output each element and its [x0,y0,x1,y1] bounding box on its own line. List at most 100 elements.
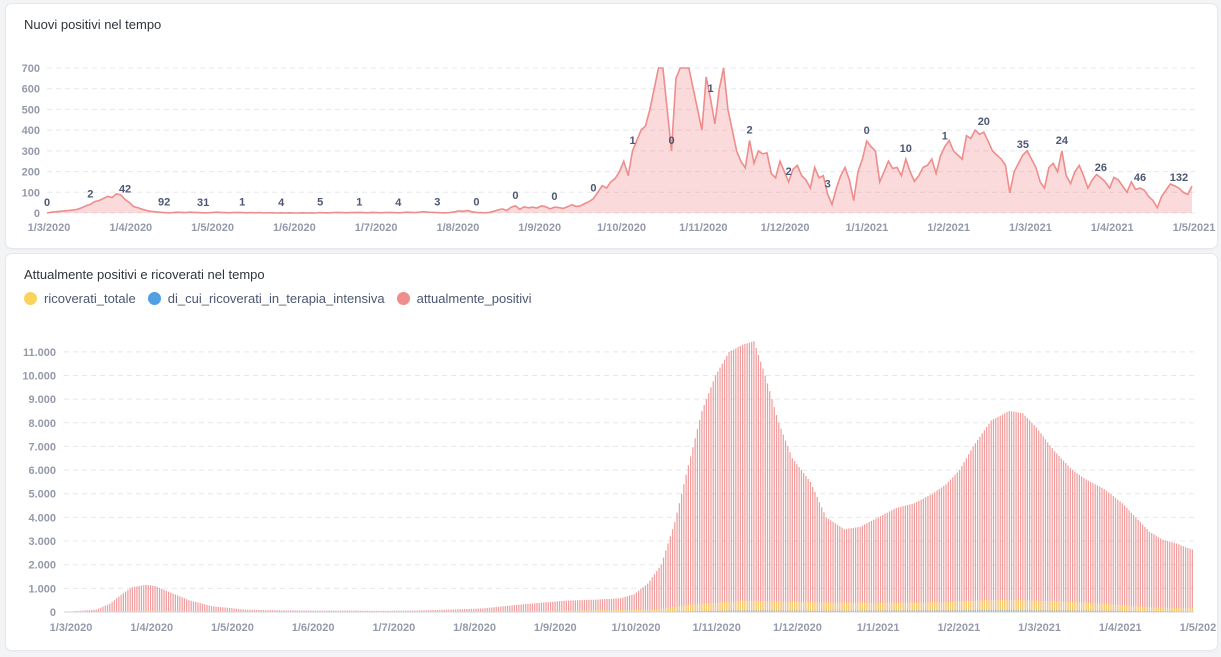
data-label: 92 [158,197,170,209]
bar-attualmente-positivi [696,429,699,612]
x-tick-label: 1/4/2020 [109,222,152,234]
bar-attualmente-positivi [1162,539,1164,612]
bar-attualmente-positivi [330,610,332,612]
legend-item-terapia-intensiva[interactable]: di_cui_ricoverati_in_terapia_intensiva [147,291,385,306]
bar-ricoverati-totale [742,600,744,612]
bar-attualmente-positivi [963,462,965,612]
bar-attualmente-positivi [163,589,165,612]
bar-attualmente-positivi [694,438,696,612]
bar-ricoverati-totale [1017,600,1019,612]
bar-attualmente-positivi [708,393,710,612]
bar-ricoverati-totale [906,602,909,612]
bar-ricoverati-totale [653,609,656,612]
y-tick-label: 6.000 [28,465,56,477]
bar-attualmente-positivi [1175,543,1178,612]
bar-ricoverati-totale [149,610,152,612]
bar-ricoverati-totale [893,602,895,612]
bar-attualmente-positivi [122,593,124,612]
bar-ricoverati-totale [567,610,570,612]
bar-attualmente-positivi [97,608,100,612]
bar-ricoverati-totale [147,610,149,612]
bar-attualmente-positivi [1132,515,1135,612]
bar-terapia-intensiva [775,610,778,612]
bar-ricoverati-totale [619,610,622,612]
bar-terapia-intensiva [766,610,769,612]
bar-attualmente-positivi [841,527,843,612]
bar-ricoverati-totale [864,602,866,612]
bar-attualmente-positivi [1142,524,1144,612]
bar-terapia-intensiva [818,610,821,612]
bar-attualmente-positivi [93,609,95,612]
bar-attualmente-positivi [269,610,271,612]
bar-ricoverati-totale [1169,607,1171,612]
bar-attualmente-positivi [351,610,353,612]
legend-item-attualmente-positivi[interactable]: attualmente_positivi [396,291,532,306]
bar-attualmente-positivi [744,344,746,612]
bar-ricoverati-totale [671,607,674,612]
bar-attualmente-positivi [606,599,608,612]
bar-terapia-intensiva [717,610,719,612]
bar-ricoverati-totale [904,602,906,612]
bar-attualmente-positivi [477,608,479,612]
bar-ricoverati-totale [622,610,624,612]
bar-attualmente-positivi [615,598,617,612]
bar-attualmente-positivi [337,610,339,612]
bar-terapia-intensiva [852,610,854,612]
bar-terapia-intensiva [836,610,839,612]
bar-attualmente-positivi [296,610,299,612]
bar-attualmente-positivi [303,610,305,612]
bar-attualmente-positivi [683,484,685,612]
bar-terapia-intensiva [760,610,762,612]
bar-attualmente-positivi [317,610,319,612]
bar-attualmente-positivi [613,598,615,612]
data-label: 2 [87,188,93,200]
bar-ricoverati-totale [900,602,902,612]
bar-attualmente-positivi [86,610,88,612]
bar-terapia-intensiva [1056,610,1058,612]
bar-ricoverati-totale [870,602,873,612]
x-tick-label: 1/7/2020 [355,222,398,234]
bar-ricoverati-totale [1117,604,1119,612]
bar-attualmente-positivi [1112,496,1114,612]
bar-terapia-intensiva [992,610,995,612]
bar-attualmente-positivi [864,524,866,612]
bar-ricoverati-totale [674,606,676,612]
bar-attualmente-positivi [267,610,269,612]
bar-terapia-intensiva [721,610,723,612]
bar-ricoverati-totale [927,602,929,612]
bar-ricoverati-totale [687,604,689,612]
legend-item-ricoverati-totale[interactable]: ricoverati_totale [24,291,136,306]
bar-terapia-intensiva [1103,610,1105,612]
bar-attualmente-positivi [210,606,213,612]
chart-legend: ricoverati_totale di_cui_ricoverati_in_t… [24,291,532,306]
bar-attualmente-positivi [1019,412,1022,612]
bar-ricoverati-totale [714,602,717,612]
bar-ricoverati-totale [563,610,565,612]
bar-attualmente-positivi [958,470,961,612]
bar-attualmente-positivi [274,610,276,612]
bar-attualmente-positivi [823,512,825,612]
bar-ricoverati-totale [841,602,843,612]
bar-attualmente-positivi [115,598,118,612]
bar-ricoverati-totale [769,601,771,612]
bar-attualmente-positivi [414,610,416,612]
bar-attualmente-positivi [929,494,931,612]
bar-attualmente-positivi [879,516,882,612]
bar-ricoverati-totale [660,608,662,612]
bar-terapia-intensiva [888,610,891,612]
bar-attualmente-positivi [138,586,140,612]
bar-ricoverati-totale [913,602,915,612]
bar-ricoverati-totale [629,609,631,612]
bar-attualmente-positivi [1101,487,1103,612]
bar-ricoverati-totale [965,601,967,612]
bar-attualmente-positivi [579,600,581,612]
bar-attualmente-positivi [832,521,834,612]
bar-terapia-intensiva [925,610,927,612]
data-label: 24 [1056,135,1069,147]
data-label: 1 [942,131,948,143]
bar-ricoverati-totale [834,602,836,612]
bar-terapia-intensiva [798,610,800,612]
bar-attualmente-positivi [1062,460,1065,612]
bar-ricoverati-totale [651,609,653,612]
bar-terapia-intensiva [999,610,1001,612]
